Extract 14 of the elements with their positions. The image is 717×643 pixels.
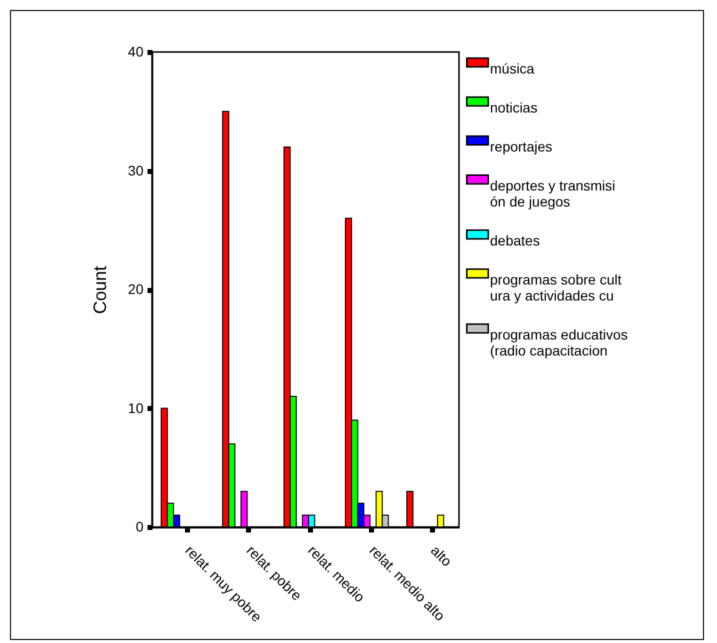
legend-label: debates [490, 232, 540, 248]
legend-label: programas sobre cultura y actividades cu [490, 272, 622, 304]
y-tick-label: 0 [136, 518, 144, 534]
legend-label: noticias [490, 100, 538, 116]
legend-label: programas educativos (radio capacitacion [490, 326, 628, 358]
x-tick-label: alto [428, 542, 456, 570]
y-tick-label: 10 [128, 400, 144, 416]
legend-label: deportes y transmisión de juegos [490, 178, 616, 210]
legend-label: reportajes [490, 138, 552, 154]
y-axis-title: Count [90, 266, 110, 314]
y-tick-label: 30 [128, 162, 144, 178]
y-tick-label: 20 [128, 281, 144, 297]
legend-label: música [490, 60, 535, 76]
y-tick-label: 40 [128, 44, 144, 60]
